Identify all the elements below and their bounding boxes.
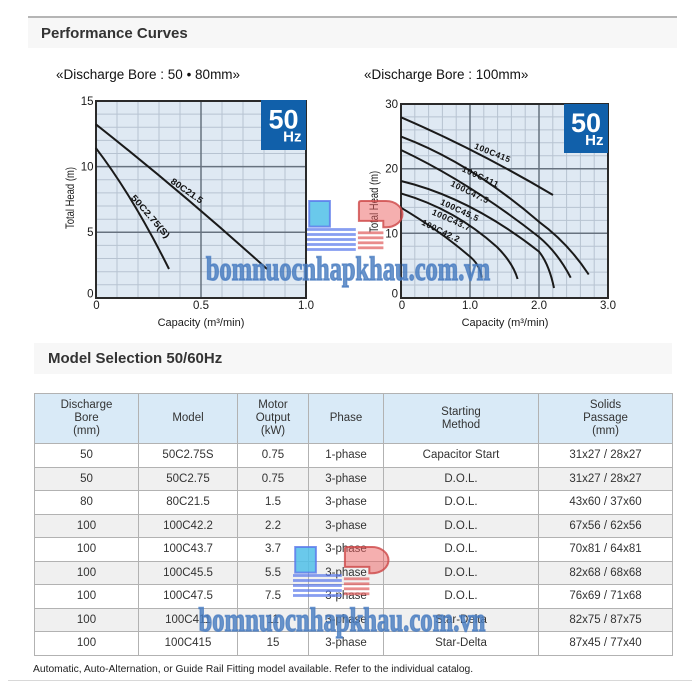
svg-text:0: 0	[87, 289, 93, 301]
svg-text:50: 50	[571, 108, 601, 138]
svg-text:1.0: 1.0	[462, 300, 478, 312]
svg-text:5: 5	[87, 227, 93, 239]
svg-text:30: 30	[385, 99, 398, 111]
svg-text:3.0: 3.0	[600, 300, 616, 312]
svg-text:0: 0	[399, 300, 405, 312]
svg-text:Capacity (m³/min): Capacity (m³/min)	[462, 317, 549, 329]
svg-text:1.0: 1.0	[298, 300, 314, 312]
svg-text:10: 10	[385, 228, 398, 240]
svg-text:Hz: Hz	[585, 132, 603, 149]
svg-text:50: 50	[268, 105, 298, 135]
svg-text:10: 10	[81, 162, 94, 174]
svg-text:Capacity (m³/min): Capacity (m³/min)	[158, 317, 245, 329]
svg-text:20: 20	[385, 164, 398, 176]
svg-text:0: 0	[392, 289, 398, 301]
svg-text:0: 0	[93, 300, 99, 312]
svg-text:Hz: Hz	[283, 129, 301, 146]
svg-text:0.5: 0.5	[193, 300, 209, 312]
svg-text:2.0: 2.0	[531, 300, 547, 312]
svg-text:Total Head (m): Total Head (m)	[63, 167, 77, 229]
svg-text:15: 15	[81, 96, 94, 108]
